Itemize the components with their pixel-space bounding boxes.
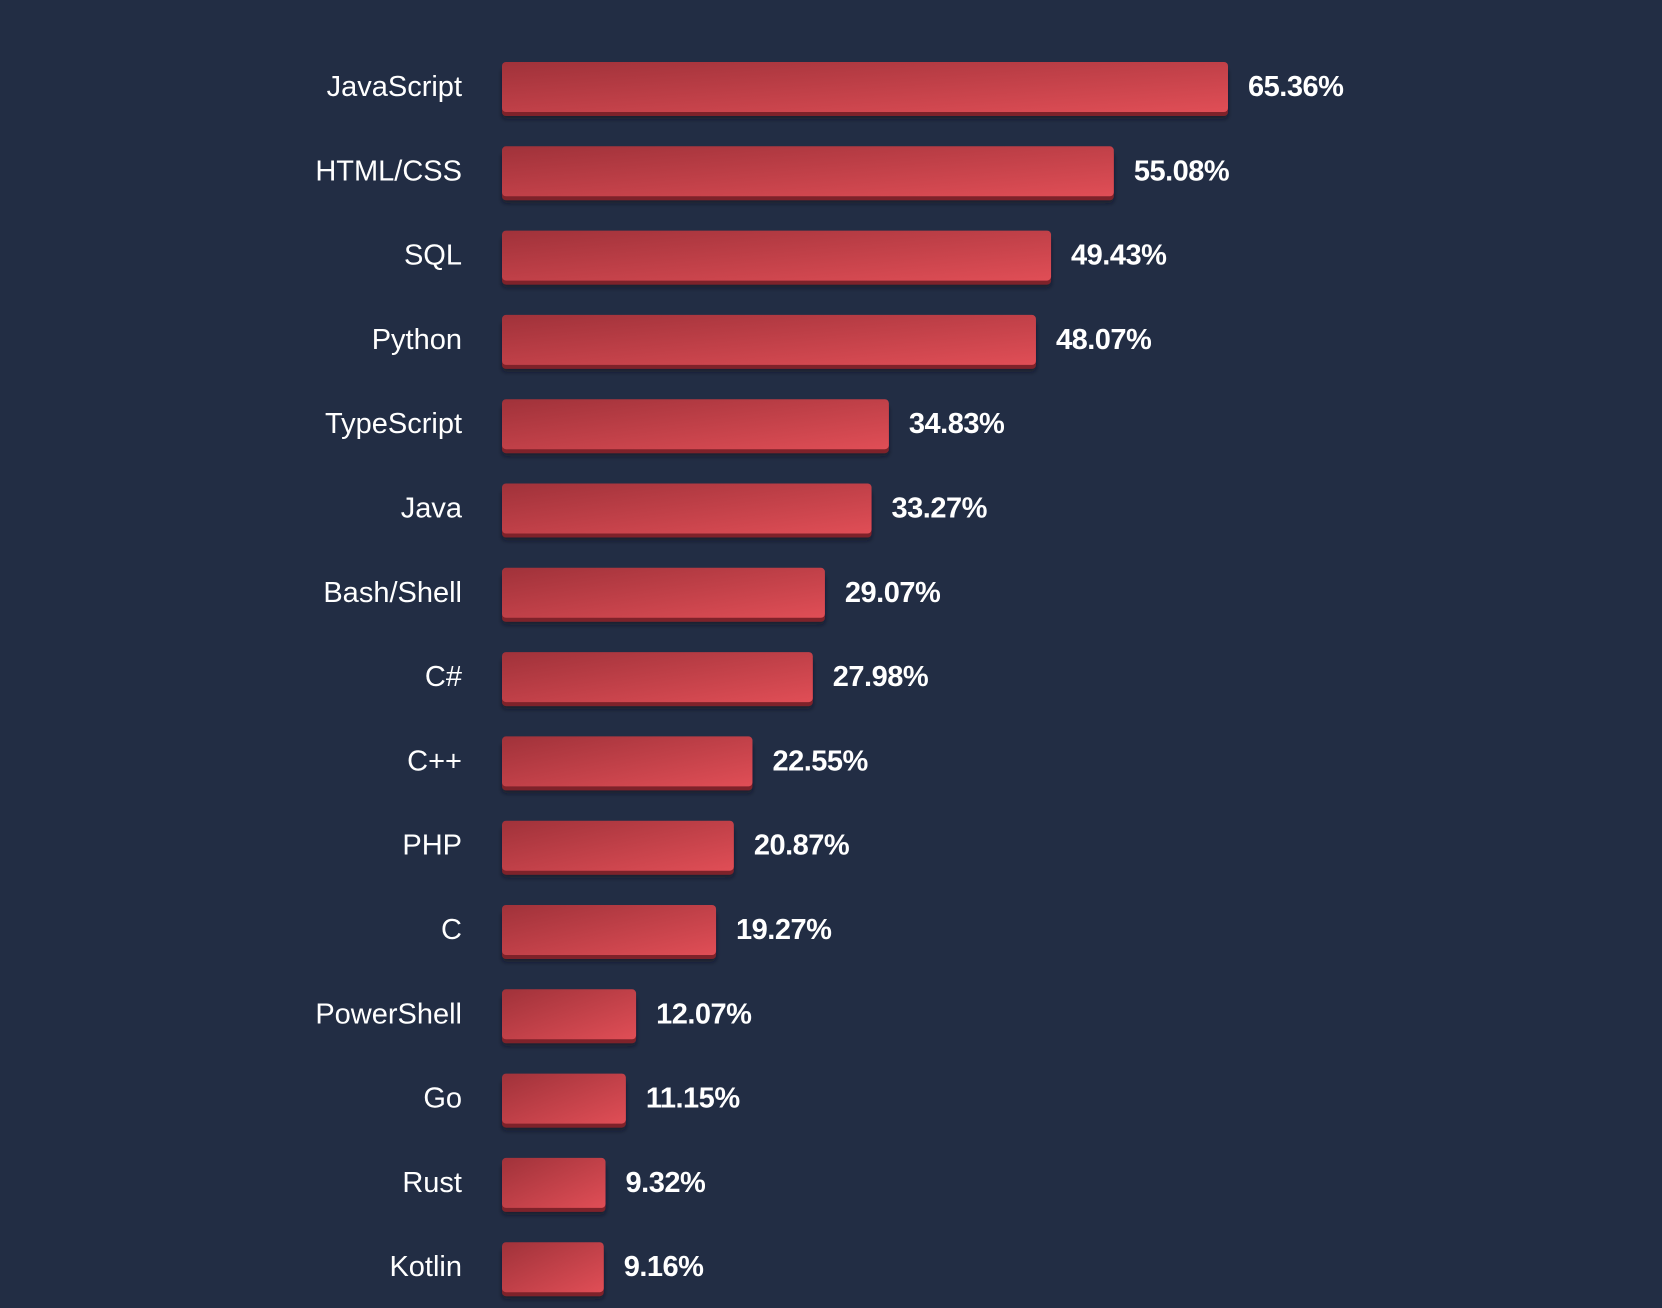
category-label: Go [423,1083,462,1115]
category-label: Python [372,324,462,356]
bar-kotlin[interactable] [502,1242,604,1293]
bar-go[interactable] [502,1073,626,1124]
bars-layer: JavaScript 65.36% HTML/CSS 55.08% SQL 49.43% P… [315,62,1345,1297]
value-label: 33.27% [892,493,988,525]
value-label: 55.08% [1134,155,1230,187]
category-label: Kotlin [389,1251,462,1283]
bar-html-css[interactable] [502,146,1114,197]
value-label: 34.83% [909,408,1005,440]
category-label: SQL [404,240,462,272]
bar-rust[interactable] [502,1157,606,1208]
value-label: 11.15% [646,1083,740,1115]
category-label: Bash/Shell [323,577,462,609]
bar-javascript[interactable] [502,62,1228,112]
value-label: 48.07% [1056,324,1152,356]
category-label: PowerShell [315,998,462,1030]
value-label: 20.87% [754,830,850,862]
category-label: HTML/CSS [315,155,462,187]
category-label: JavaScript [327,71,462,103]
bar-c-[interactable] [502,652,813,703]
value-label: 29.07% [845,577,941,609]
value-label: 27.98% [833,661,929,693]
category-label: C# [425,661,462,693]
bar-java[interactable] [502,483,872,534]
category-label: TypeScript [325,408,462,440]
value-label: 19.27% [736,914,832,946]
category-label: Rust [402,1167,462,1199]
bar-c-[interactable] [502,736,753,787]
category-label: C++ [407,745,462,777]
value-label: 9.16% [624,1251,704,1283]
value-label: 9.32% [626,1167,706,1199]
category-label: C [441,914,462,946]
bar-c[interactable] [502,905,717,955]
category-label: Java [401,493,463,525]
bar-powershell[interactable] [502,989,637,1040]
bar-typescript[interactable] [502,399,889,450]
bar-bash-shell[interactable] [502,567,825,618]
bar-python[interactable] [502,314,1036,365]
bar-php[interactable] [502,820,734,871]
category-label: PHP [402,830,462,862]
bar-sql[interactable] [502,230,1052,281]
value-label: 22.55% [772,745,868,777]
value-label: 65.36% [1248,71,1344,103]
value-label: 12.07% [656,998,752,1030]
value-label: 49.43% [1071,240,1167,272]
